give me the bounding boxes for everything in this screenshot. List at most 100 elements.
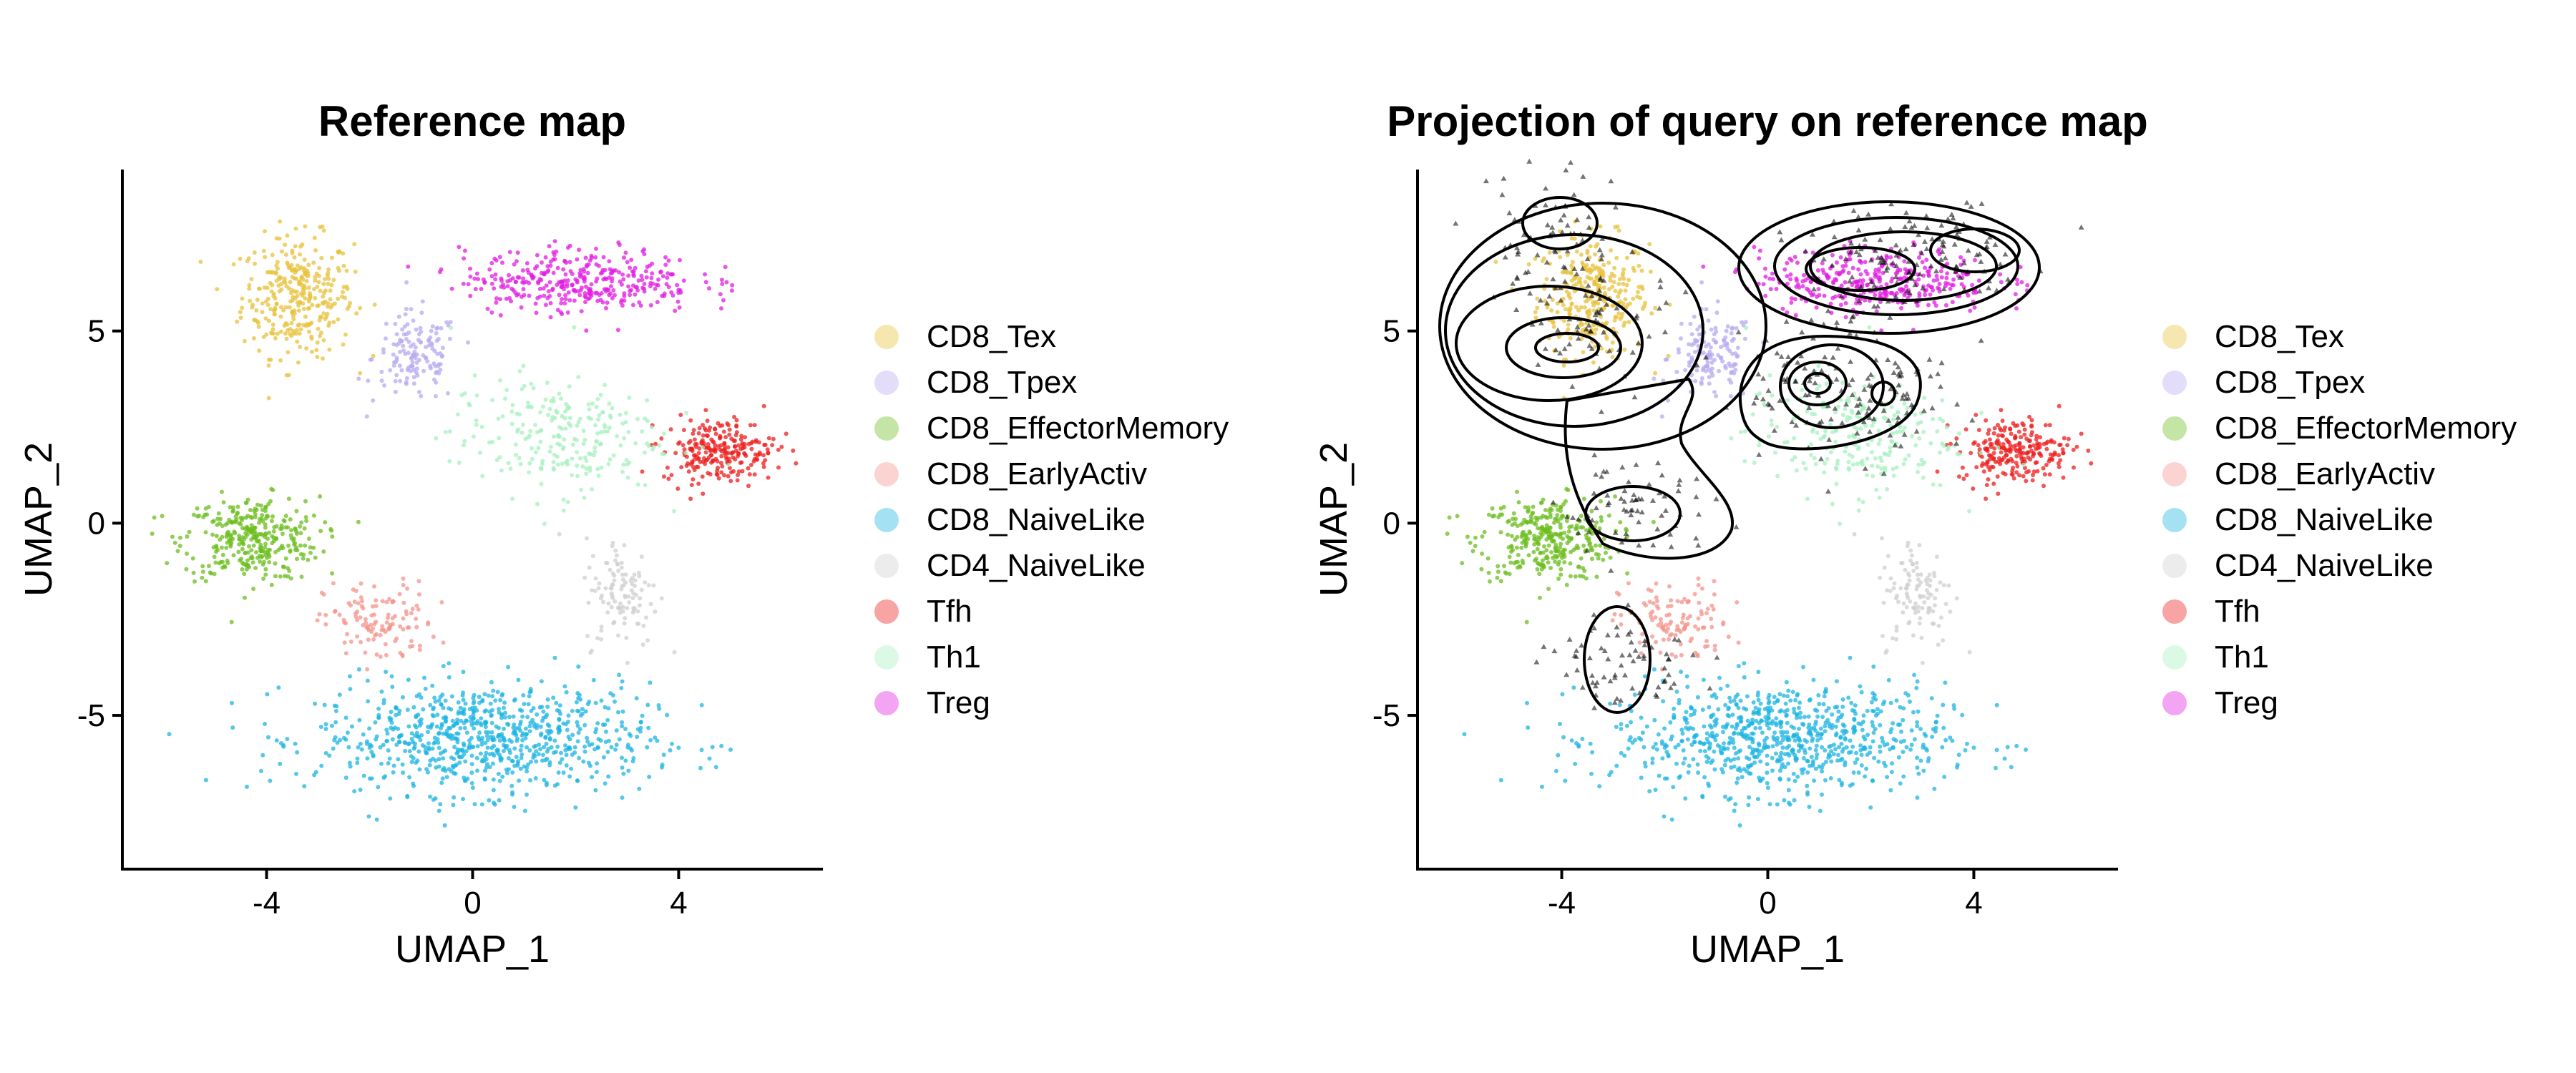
point (384, 739, 389, 744)
point (635, 416, 640, 421)
point (470, 785, 475, 790)
point (1543, 508, 1548, 512)
point (625, 475, 630, 480)
point (742, 451, 747, 456)
point (564, 690, 569, 695)
point (2021, 423, 2026, 428)
point (539, 481, 544, 486)
point (1688, 321, 1693, 326)
point (492, 743, 497, 748)
point (500, 260, 504, 265)
point (1686, 599, 1691, 604)
point (469, 762, 474, 767)
point (406, 724, 411, 729)
point (1878, 437, 1883, 442)
point (620, 604, 625, 609)
point (613, 599, 618, 604)
point (794, 461, 799, 466)
point (237, 534, 242, 538)
point (1689, 706, 1694, 710)
point (526, 702, 531, 707)
point (474, 422, 479, 427)
point (1523, 505, 1528, 510)
point (1828, 450, 1833, 455)
point (451, 803, 456, 808)
point (1701, 366, 1706, 371)
point (440, 346, 445, 351)
point (1915, 765, 1920, 770)
point (1894, 637, 1899, 642)
point (1732, 698, 1737, 703)
point (299, 574, 304, 579)
point (592, 445, 597, 450)
point (650, 281, 655, 286)
point (584, 471, 589, 476)
point (1669, 632, 1674, 637)
point (436, 371, 441, 376)
point (1614, 763, 1619, 768)
point (279, 305, 283, 310)
point (1593, 300, 1598, 305)
point (1672, 715, 1677, 720)
point (364, 414, 369, 419)
point (1649, 311, 1654, 316)
point (578, 456, 582, 461)
point (379, 761, 384, 766)
point (1898, 781, 1903, 786)
point (521, 693, 526, 697)
point (1890, 721, 1896, 726)
point (298, 300, 303, 305)
point (770, 443, 775, 448)
point (1992, 446, 1997, 451)
point (608, 586, 613, 591)
point (310, 349, 314, 354)
point (293, 741, 298, 746)
point (1655, 599, 1659, 604)
point (648, 738, 653, 743)
point (1915, 584, 1920, 589)
point (271, 293, 276, 298)
point (623, 250, 628, 255)
point (411, 375, 416, 380)
legend-label: CD8_NaiveLike (927, 502, 1146, 537)
point (343, 715, 348, 720)
point (484, 720, 489, 725)
point (2034, 437, 2039, 442)
point (384, 620, 389, 625)
point (1498, 530, 1503, 535)
point (1778, 725, 1783, 730)
point (1870, 474, 1875, 479)
point (461, 741, 466, 746)
point (1724, 328, 1729, 333)
point (1542, 544, 1546, 549)
point (1728, 740, 1732, 745)
point (1817, 383, 1822, 388)
point (330, 571, 335, 576)
point (522, 293, 527, 298)
point (433, 740, 437, 745)
point (313, 555, 318, 560)
point (740, 469, 745, 474)
point (640, 278, 645, 283)
point (1676, 743, 1681, 748)
point (1948, 735, 1953, 740)
point (1728, 699, 1733, 704)
point (1916, 771, 1921, 776)
point (698, 765, 703, 770)
point (659, 436, 664, 441)
point (1915, 755, 1919, 760)
point (555, 462, 560, 467)
point (508, 466, 513, 471)
point (480, 474, 485, 479)
point (1656, 732, 1661, 737)
point (1823, 729, 1828, 734)
point (468, 274, 473, 279)
point (2041, 466, 2046, 471)
point (229, 619, 234, 624)
point (319, 763, 324, 768)
point (728, 748, 733, 752)
point (557, 531, 562, 536)
point (735, 478, 740, 483)
point (414, 624, 419, 629)
point (1707, 381, 1712, 386)
